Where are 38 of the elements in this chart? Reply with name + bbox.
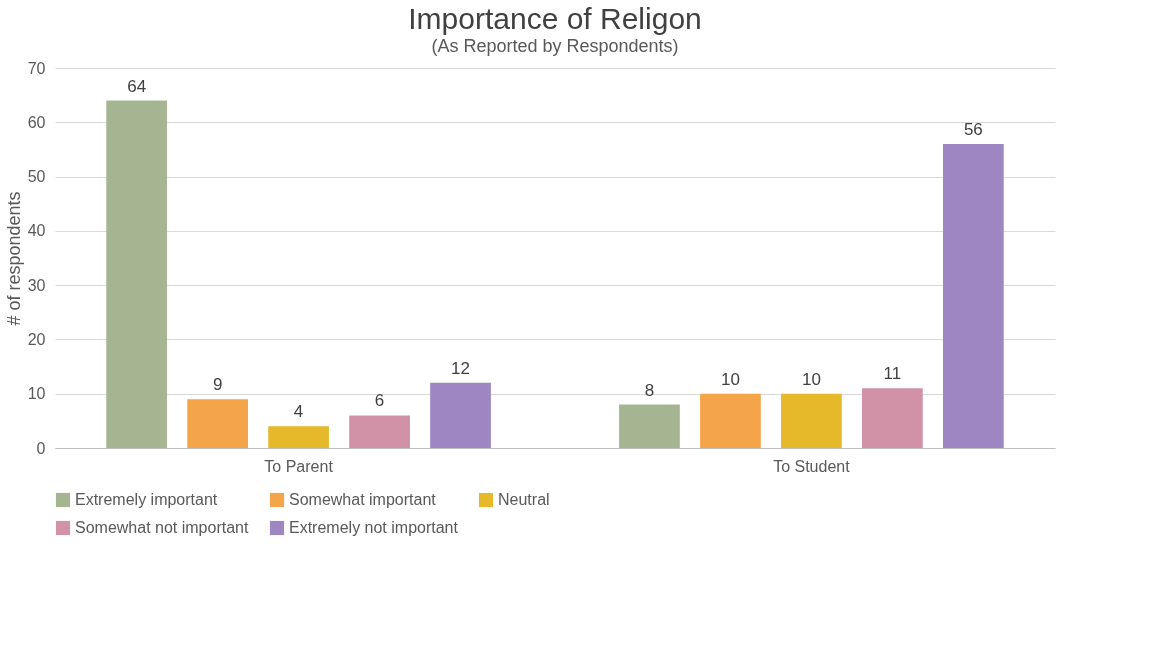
bar bbox=[430, 382, 491, 448]
bar bbox=[268, 426, 329, 448]
y-tick-label: 20 bbox=[27, 330, 46, 348]
data-label: 9 bbox=[212, 375, 223, 395]
x-tick-label: To Student bbox=[773, 457, 851, 475]
bar bbox=[781, 393, 842, 448]
bar bbox=[942, 144, 1004, 448]
y-tick-label: 30 bbox=[27, 276, 46, 294]
data-label: 6 bbox=[374, 391, 385, 411]
data-label: 8 bbox=[644, 380, 655, 400]
y-tick-label: 50 bbox=[27, 168, 46, 186]
data-label: 64 bbox=[127, 76, 147, 96]
legend-label: Extremely important bbox=[75, 491, 218, 508]
legend-label: Extremely not important bbox=[289, 519, 459, 536]
chart-subtitle: (As Reported by Respondents) bbox=[431, 36, 679, 56]
bar bbox=[106, 100, 168, 448]
bar bbox=[349, 415, 410, 448]
data-label: 10 bbox=[801, 369, 821, 389]
data-label: 12 bbox=[451, 358, 470, 378]
chart-title: Importance of Religon bbox=[408, 2, 702, 35]
x-tick-label: To Parent bbox=[264, 457, 334, 475]
bar bbox=[862, 388, 923, 448]
y-tick-label: 0 bbox=[36, 439, 46, 457]
y-axis-title: # of respondents bbox=[3, 191, 24, 326]
data-label: 56 bbox=[963, 120, 983, 139]
data-label: 10 bbox=[720, 369, 740, 389]
bar bbox=[619, 404, 680, 448]
legend-label: Neutral bbox=[498, 491, 550, 508]
y-tick-label: 10 bbox=[27, 385, 46, 403]
legend-label: Somewhat not important bbox=[75, 519, 249, 536]
y-tick-label: 60 bbox=[27, 113, 46, 131]
bar bbox=[187, 399, 248, 448]
data-label: 11 bbox=[883, 364, 902, 384]
legend-label: Somewhat important bbox=[289, 491, 437, 508]
bar bbox=[700, 393, 761, 448]
y-tick-label: 40 bbox=[27, 222, 46, 240]
y-tick-label: 70 bbox=[27, 59, 46, 77]
data-label: 4 bbox=[293, 402, 304, 422]
